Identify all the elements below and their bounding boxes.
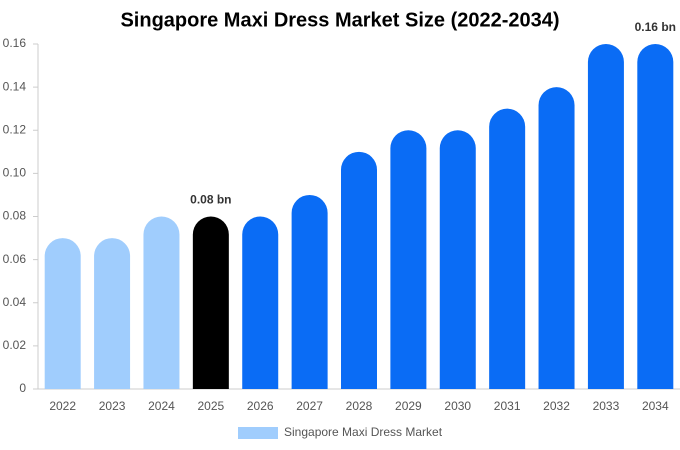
bar: [637, 44, 674, 389]
x-tick-label: 2025: [197, 399, 224, 413]
data-label: 0.08 bn: [190, 193, 231, 207]
bar: [390, 130, 427, 390]
x-tick-label: 2031: [494, 399, 521, 413]
x-tick-label: 2023: [99, 399, 126, 413]
y-tick-label: 0.08: [3, 209, 27, 223]
x-tick-label: 2027: [296, 399, 323, 413]
y-tick-label: 0.02: [3, 338, 27, 352]
x-tick-label: 2028: [346, 399, 373, 413]
y-tick-label: 0.04: [3, 295, 27, 309]
chart-title: Singapore Maxi Dress Market Size (2022-2…: [120, 9, 559, 31]
x-tick-label: 2033: [593, 399, 620, 413]
y-tick-label: 0.06: [3, 252, 27, 266]
bar: [143, 216, 180, 389]
legend-label: Singapore Maxi Dress Market: [284, 425, 443, 439]
x-tick-label: 2030: [444, 399, 471, 413]
bar: [242, 216, 279, 389]
x-tick-label: 2024: [148, 399, 175, 413]
x-tick-label: 2022: [49, 399, 76, 413]
data-label: 0.16 bn: [635, 20, 676, 34]
x-tick-label: 2029: [395, 399, 422, 413]
bar: [439, 130, 476, 390]
y-tick-label: 0.16: [3, 36, 27, 50]
x-tick-label: 2026: [247, 399, 274, 413]
bar: [538, 87, 575, 389]
y-tick-label: 0.10: [3, 166, 27, 180]
y-tick-label: 0: [19, 381, 26, 395]
legend-swatch: [238, 427, 278, 439]
bar: [489, 108, 526, 389]
bar: [291, 194, 328, 389]
x-tick-label: 2034: [642, 399, 669, 413]
bar: [341, 151, 377, 389]
bar: [587, 44, 624, 389]
bar: [94, 238, 131, 389]
y-tick-label: 0.14: [3, 79, 27, 93]
bar: [192, 216, 229, 389]
y-tick-label: 0.12: [3, 122, 27, 136]
x-tick-label: 2032: [543, 399, 570, 413]
bar: [44, 238, 81, 389]
